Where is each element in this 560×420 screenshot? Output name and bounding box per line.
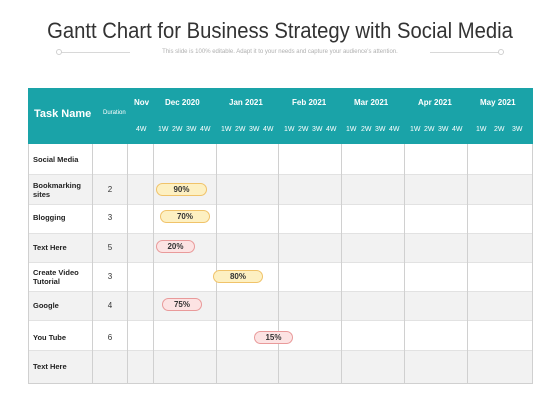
week-label: 4W <box>200 126 211 133</box>
row-divider <box>28 204 533 205</box>
week-label: 2W <box>494 126 505 133</box>
month-header: Mar 2021 <box>354 98 389 107</box>
week-label: 4W <box>326 126 337 133</box>
month-header: Jan 2021 <box>229 98 263 107</box>
task-duration: 4 <box>107 301 113 310</box>
column-divider <box>216 144 217 384</box>
task-duration: 6 <box>107 333 113 342</box>
column-divider <box>127 144 128 384</box>
week-label: 2W <box>172 126 183 133</box>
task-name-header: Task Name <box>34 108 92 120</box>
column-divider <box>153 144 154 384</box>
row-divider <box>28 320 533 321</box>
week-label: 1W <box>410 126 421 133</box>
divider-dot-right <box>498 49 504 55</box>
title-divider-left <box>60 52 130 53</box>
week-label: 3W <box>438 126 449 133</box>
month-header: Apr 2021 <box>418 98 452 107</box>
gantt-header <box>28 88 533 144</box>
month-header: Feb 2021 <box>292 98 327 107</box>
row-band <box>28 291 533 320</box>
week-label: 4W <box>263 126 274 133</box>
week-label: 2W <box>424 126 435 133</box>
week-label: 3W <box>375 126 386 133</box>
column-divider <box>467 144 468 384</box>
row-band <box>28 233 533 262</box>
row-divider <box>28 174 533 175</box>
week-label: 4W <box>389 126 400 133</box>
month-header: Nov <box>134 98 150 107</box>
week-label: 1W <box>476 126 487 133</box>
column-divider <box>278 144 279 384</box>
task-progress-bar[interactable]: 80% <box>213 270 263 283</box>
column-divider <box>404 144 405 384</box>
task-duration: 3 <box>107 272 113 281</box>
task-name: Social Media <box>33 155 79 164</box>
task-name: Text Here <box>33 243 67 252</box>
task-duration: 5 <box>107 243 113 252</box>
task-name: Blogging <box>33 213 66 222</box>
week-label: 1W <box>158 126 169 133</box>
row-band <box>28 175 533 204</box>
column-divider <box>28 144 29 384</box>
row-divider <box>28 350 533 351</box>
task-duration: 2 <box>107 185 113 194</box>
task-name: Create Video Tutorial <box>33 268 79 286</box>
page-title: Gantt Chart for Business Strategy with S… <box>47 18 513 43</box>
week-label: 3W <box>186 126 197 133</box>
task-name: Bookmarking sites <box>33 181 81 199</box>
column-divider <box>341 144 342 384</box>
row-divider <box>28 262 533 263</box>
week-label: 1W <box>221 126 232 133</box>
task-progress-bar[interactable]: 70% <box>160 210 210 223</box>
month-header: May 2021 <box>480 98 516 107</box>
task-name: Text Here <box>33 362 67 371</box>
title-divider-right <box>430 52 500 53</box>
duration-header: Duration <box>103 110 126 116</box>
page-subtitle: This slide is 100% editable. Adapt it to… <box>162 49 398 55</box>
task-progress-bar[interactable]: 90% <box>156 183 207 196</box>
task-name: Google <box>33 301 59 310</box>
table-bottom-border <box>28 383 533 384</box>
week-label: 4W <box>136 126 147 133</box>
task-progress-bar[interactable]: 15% <box>254 331 293 344</box>
week-label: 3W <box>249 126 260 133</box>
task-progress-bar[interactable]: 75% <box>162 298 202 311</box>
row-band <box>28 350 533 383</box>
task-name: You Tube <box>33 333 67 342</box>
week-label: 4W <box>452 126 463 133</box>
week-label: 2W <box>235 126 246 133</box>
task-progress-bar[interactable]: 20% <box>156 240 195 253</box>
row-divider <box>28 291 533 292</box>
task-duration: 3 <box>107 213 113 222</box>
row-divider <box>28 233 533 234</box>
week-label: 2W <box>361 126 372 133</box>
week-label: 3W <box>312 126 323 133</box>
week-label: 3W <box>512 126 523 133</box>
month-header: Dec 2020 <box>165 98 200 107</box>
week-label: 2W <box>298 126 309 133</box>
divider-dot-left <box>56 49 62 55</box>
column-divider <box>532 144 533 384</box>
week-label: 1W <box>346 126 357 133</box>
column-divider <box>92 144 93 384</box>
week-label: 1W <box>284 126 295 133</box>
